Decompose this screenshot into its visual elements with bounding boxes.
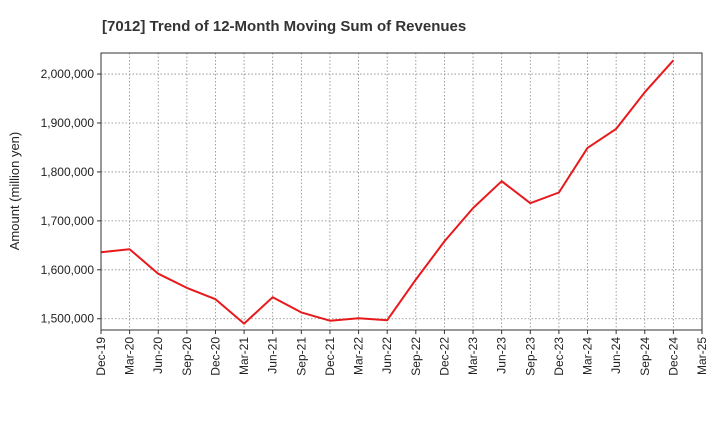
x-tick-label: Mar-22 xyxy=(352,337,366,375)
y-tick-label: 1,500,000 xyxy=(41,312,95,326)
x-tick-label: Jun-23 xyxy=(495,337,509,374)
chart-title: [7012] Trend of 12-Month Moving Sum of R… xyxy=(102,18,466,35)
y-tick-label: 1,900,000 xyxy=(41,116,95,130)
y-tick-label: 1,700,000 xyxy=(41,214,95,228)
x-tick-label: Jun-21 xyxy=(266,337,280,374)
y-axis-label: Amount (million yen) xyxy=(7,132,22,251)
series-layer xyxy=(100,59,675,325)
x-tick-label: Mar-23 xyxy=(466,337,480,375)
x-tick-label: Dec-21 xyxy=(323,337,337,376)
y-tick-label: 2,000,000 xyxy=(41,67,95,81)
y-axis-ticks: 1,500,000 1,600,000 1,700,000 2,000,000 1,80… xyxy=(41,67,101,326)
x-axis-ticks: Dec-19 Mar-20 Jun-20 Sep-20 Dec-20 Mar-21 Jun-… xyxy=(94,330,709,376)
x-tick-label: Jun-24 xyxy=(609,337,623,374)
x-tick-label: Dec-23 xyxy=(552,337,566,376)
x-tick-label: Sep-24 xyxy=(638,337,652,376)
x-tick-label: Mar-20 xyxy=(123,337,137,375)
x-tick-label: Sep-20 xyxy=(180,337,194,376)
x-tick-label: Sep-22 xyxy=(409,337,423,376)
x-tick-label: Sep-23 xyxy=(523,337,537,376)
grid xyxy=(101,53,702,330)
y-tick-label: 1,800,000 xyxy=(41,165,95,179)
x-tick-label: Mar-25 xyxy=(695,337,709,375)
y-tick-label: 1,600,000 xyxy=(41,263,95,277)
x-tick-label: Jun-20 xyxy=(151,337,165,374)
x-tick-label: Dec-19 xyxy=(94,337,108,376)
x-tick-label: Mar-21 xyxy=(237,337,251,375)
x-tick-label: Dec-22 xyxy=(437,337,451,376)
x-tick-label: Mar-24 xyxy=(581,337,595,375)
plot-area xyxy=(100,52,703,331)
revenue-series-line xyxy=(100,59,675,325)
x-tick-label: Dec-20 xyxy=(208,337,222,376)
x-tick-label: Sep-21 xyxy=(294,337,308,376)
x-tick-label: Dec-24 xyxy=(666,337,680,376)
x-tick-label: Jun-22 xyxy=(380,337,394,374)
